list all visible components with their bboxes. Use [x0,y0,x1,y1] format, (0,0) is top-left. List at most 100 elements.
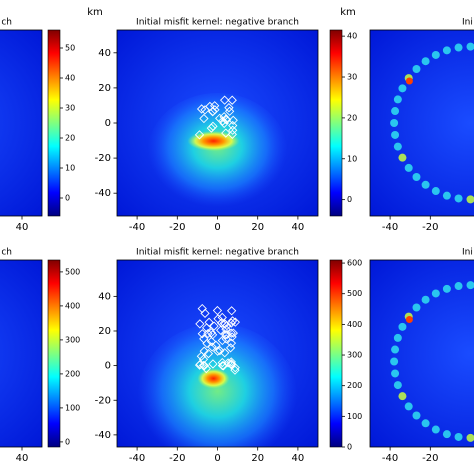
colorbar-tick-label: 40 [65,74,75,83]
source-marker [225,343,236,353]
x-tick-label: 20 [251,222,264,233]
heatmap [370,30,474,216]
x-tick-label: -40 [382,222,398,233]
source-marker [228,115,238,125]
ring-dot [431,50,440,59]
ring-dot [442,46,451,55]
source-marker [224,103,234,113]
ring-dot [404,402,413,411]
source-marker [196,104,207,114]
x-tick-label: 40 [16,453,29,464]
x-tick-label: -40 [382,453,398,464]
heatmap [370,260,474,447]
ring-dot [454,282,463,291]
ring-dot [412,303,421,312]
colorbar-tick-label: 10 [65,164,75,173]
y-tick-label: 40 [98,48,111,59]
colorbar-tick-label: 30 [65,104,75,113]
x-tick-label: -20 [422,453,438,464]
source-marker [206,328,217,338]
ring-dot [466,281,474,290]
colorbar-tick-label: 30 [347,73,357,82]
heat-core [187,131,240,151]
y-axis-label: km [87,7,103,18]
colorbar [329,259,343,448]
heat-halo [147,93,288,213]
y-tick-label: -40 [95,430,111,441]
ring-dot [391,107,400,116]
panel-title: Ini [462,18,473,28]
colorbar [329,29,343,217]
source-marker [227,306,237,316]
x-tick-label: 0 [214,222,220,233]
x-tick-label: -20 [422,222,438,233]
colorbar-tick-label: 300 [65,335,80,344]
ring-dot [393,333,402,342]
source-marker [202,323,212,333]
colorbar-tick-label: 10 [347,154,357,163]
colorbar-tick-label: 40 [347,32,357,41]
source-marker [221,128,231,138]
panel-title: Initial misfit kernel: negative branch [136,18,299,28]
x-tick-label: 0 [214,453,220,464]
source-marker [221,324,231,334]
colorbar-tick-label: 0 [347,443,352,452]
source-marker [200,105,210,115]
ring-dot [442,284,451,293]
ring-dot [421,57,430,66]
source-marker [201,363,211,374]
ring-dot [398,84,407,93]
x-tick-label: 40 [292,453,305,464]
ring-dot [466,195,474,204]
panel-title: Initial misfit kernel: negative branch [136,248,299,258]
colorbar [47,259,61,448]
source-marker [228,125,238,135]
ring-dot [391,369,400,378]
ring-dot [431,289,440,298]
colorbar-tick-label: 0 [347,195,352,204]
source-marker [199,113,209,124]
colorbar-tick-label: 300 [347,351,362,360]
plot-frame [369,29,474,217]
ring-dot [431,425,440,434]
panel-title: ch [1,18,12,28]
ring-dot [391,130,400,139]
source-marker [195,359,205,369]
colorbar-tick-label: 20 [65,134,75,143]
source-marker [227,95,237,105]
colorbar-tick-label: 50 [65,44,75,53]
ring-dot [454,432,463,441]
x-tick-label: -40 [129,222,145,233]
source-marker [226,318,236,328]
heatmap-bg [370,260,474,447]
plot-frame [0,259,43,448]
source-marker [221,334,231,344]
ring-dot [454,43,463,52]
y-axis-label: km [340,7,356,18]
source-marker [230,365,240,375]
heatmap [0,260,42,447]
x-tick-label: 40 [16,222,29,233]
colorbar [47,29,61,217]
colorbar-tick-label: 0 [65,194,70,203]
x-tick-label: -20 [169,453,185,464]
ring-dot [442,191,451,200]
y-tick-label: -20 [95,153,111,164]
source-marker [198,360,209,371]
source-marker [225,106,235,116]
source-marker [222,329,232,340]
y-tick-label: 20 [98,326,111,337]
ring-dot [412,64,421,73]
y-tick-label: 0 [105,361,111,372]
heatmap [117,30,318,216]
panels: ch 40 0 10 20 30 40 50 Initial misfit kernel: ne… [0,7,474,464]
colorbar-tick-label: 0 [65,437,70,446]
ring-dot [431,187,440,196]
ring-dot [466,42,474,51]
source-marker [208,359,218,369]
source-marker [208,121,218,131]
source-marker [195,319,205,329]
ring-dot [404,163,413,172]
source-marker [206,336,217,347]
